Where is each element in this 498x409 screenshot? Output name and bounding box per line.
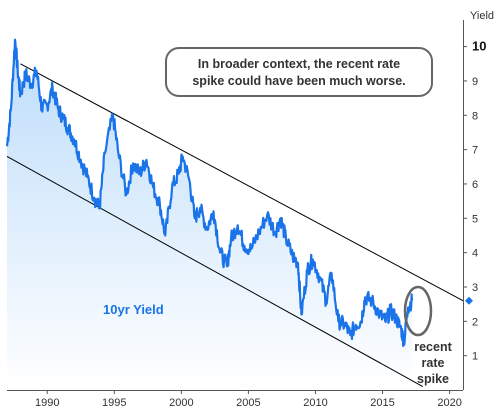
series-label: 10yr Yield (103, 302, 164, 317)
spike-label-line-2: rate (422, 356, 445, 370)
spike-label-line-1: recent (414, 340, 452, 354)
x-tick-label-1995: 1995 (102, 397, 126, 409)
y-tick-label-5: 5 (472, 213, 478, 225)
y-tick-label-9: 9 (472, 76, 478, 88)
x-tick-label-2010: 2010 (303, 397, 327, 409)
channel-upper-line (20, 63, 464, 302)
y-tick-label-3: 3 (472, 282, 478, 294)
callout-text-line-1: In broader context, the recent rate (198, 57, 400, 71)
spike-label-line-3: spike (417, 372, 449, 386)
x-tick-label-2020: 2020 (437, 397, 461, 409)
y-axis-title: Yield (470, 10, 494, 22)
channel-lower-line (6, 156, 424, 388)
y-tick-label-7: 7 (472, 145, 478, 157)
series-line-10yr-yield (5, 38, 414, 348)
y-tick-label-4: 4 (472, 248, 478, 260)
y-tick-label-8: 8 (472, 110, 478, 122)
y-tick-label-10: 10 (472, 39, 486, 54)
y-tick-label-6: 6 (472, 179, 478, 191)
x-tick-label-2015: 2015 (370, 397, 394, 409)
x-tick-label-2000: 2000 (169, 397, 193, 409)
last-value-marker (465, 296, 473, 305)
callout-text-line-2: spike could have been much worse. (192, 74, 405, 88)
y-tick-label-2: 2 (472, 316, 478, 328)
spike-highlight-ellipse (403, 285, 433, 337)
callout-box: In broader context, the recent rate spik… (165, 47, 433, 97)
series-area-fill (7, 39, 412, 390)
y-tick-label-1: 1 (472, 351, 478, 363)
x-tick-label-2005: 2005 (236, 397, 260, 409)
x-tick-label-1990: 1990 (35, 397, 59, 409)
